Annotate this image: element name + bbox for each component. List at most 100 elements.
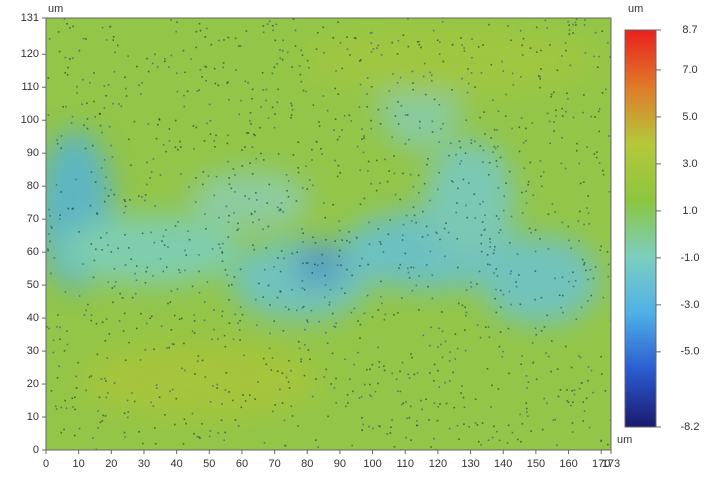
speckle [351, 444, 354, 447]
speckle [334, 240, 336, 242]
speckle [110, 251, 113, 253]
speckle [487, 263, 489, 266]
speckle [196, 435, 199, 438]
speckle [203, 301, 206, 303]
speckle [209, 430, 212, 432]
speckle [560, 306, 563, 309]
speckle [455, 211, 457, 214]
speckle [381, 302, 383, 305]
speckle [316, 264, 319, 266]
speckle [486, 367, 489, 370]
speckle [547, 213, 550, 216]
speckle [484, 133, 486, 135]
speckle [600, 373, 603, 375]
speckle [526, 411, 528, 413]
speckle [370, 42, 373, 44]
speckle [339, 42, 342, 44]
speckle [540, 296, 543, 299]
speckle [568, 33, 571, 35]
speckle [204, 376, 207, 378]
speckle [397, 390, 399, 392]
speckle [205, 66, 208, 68]
speckle [604, 389, 607, 392]
speckle [476, 283, 478, 285]
speckle [315, 439, 317, 441]
speckle [198, 22, 201, 25]
speckle [510, 215, 513, 218]
speckle [378, 425, 380, 427]
speckle [154, 205, 157, 207]
colorbar-tick-label: 1.0 [682, 205, 697, 217]
speckle [153, 241, 156, 244]
x-tick-label: 130 [461, 458, 479, 470]
speckle [155, 137, 158, 140]
speckle [464, 314, 467, 317]
speckle [237, 425, 240, 427]
speckle [78, 49, 81, 52]
speckle [101, 249, 103, 251]
speckle [491, 436, 494, 439]
speckle [398, 267, 400, 269]
speckle [92, 437, 94, 440]
speckle [294, 45, 297, 47]
speckle [380, 295, 382, 298]
speckle [308, 66, 310, 69]
speckle [495, 311, 498, 314]
speckle [522, 37, 525, 40]
speckle [113, 285, 116, 288]
speckle [598, 108, 601, 110]
speckle [602, 296, 605, 299]
speckle [493, 425, 495, 428]
speckle [95, 248, 97, 251]
speckle [483, 229, 485, 231]
speckle [290, 369, 292, 372]
speckle [176, 288, 179, 290]
speckle [116, 44, 119, 47]
speckle [85, 309, 87, 312]
speckle [234, 174, 236, 176]
speckle [88, 81, 91, 84]
speckle [390, 426, 392, 429]
speckle [145, 322, 148, 325]
speckle [334, 326, 337, 328]
speckle [193, 314, 196, 316]
speckle [456, 266, 459, 269]
speckle [366, 368, 368, 371]
speckle [268, 20, 271, 23]
speckle [582, 420, 585, 422]
speckle [474, 422, 477, 424]
x-tick-label: 160 [559, 458, 577, 470]
speckle [448, 154, 450, 157]
y-tick-label: 50 [27, 279, 39, 291]
speckle [321, 262, 324, 264]
speckle [583, 94, 585, 96]
speckle [347, 402, 349, 404]
speckle [231, 399, 234, 402]
speckle [234, 191, 236, 193]
speckle [181, 367, 183, 370]
speckle [127, 247, 130, 249]
speckle [265, 88, 268, 91]
speckle [48, 37, 51, 40]
speckle [228, 177, 230, 179]
speckle [416, 41, 419, 43]
speckle [553, 130, 555, 132]
speckle [323, 51, 326, 54]
speckle [124, 436, 126, 438]
speckle [450, 180, 453, 182]
speckle [417, 191, 420, 194]
speckle [422, 210, 424, 213]
speckle [176, 90, 179, 93]
speckle [525, 190, 527, 193]
speckle [553, 91, 555, 94]
speckle [408, 377, 411, 379]
speckle [211, 385, 214, 387]
speckle [59, 214, 61, 217]
speckle [340, 287, 343, 290]
speckle [247, 81, 249, 84]
speckle [311, 272, 314, 274]
speckle [137, 195, 140, 197]
speckle [113, 382, 116, 384]
speckle [361, 128, 363, 130]
speckle [180, 317, 183, 320]
